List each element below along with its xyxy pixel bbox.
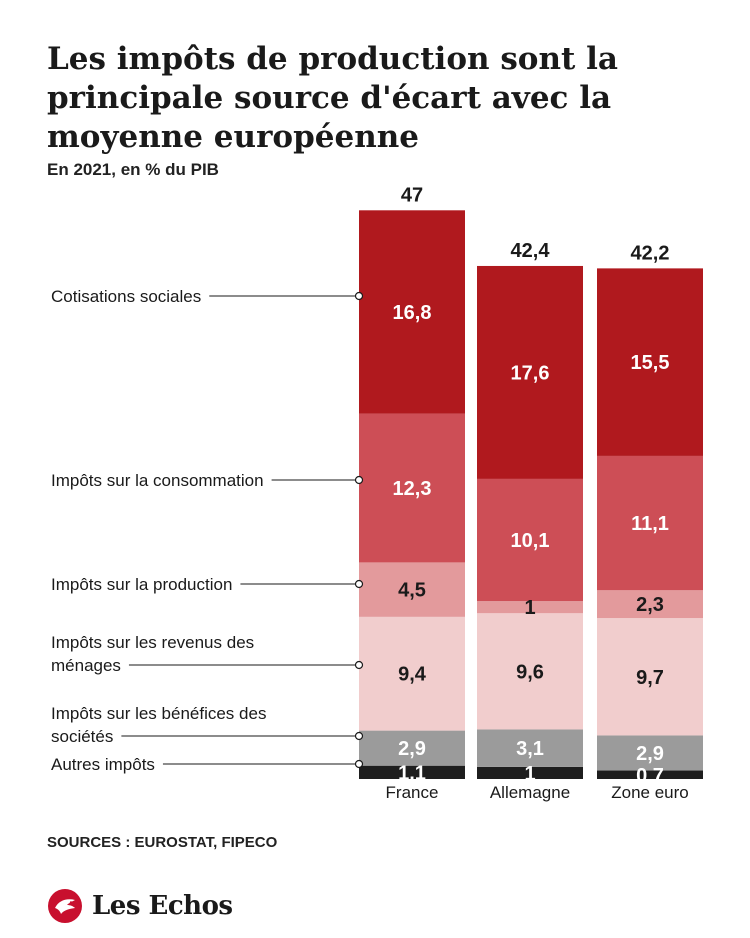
bar-segment-benefices	[597, 735, 703, 771]
leader-dot-consommation	[354, 475, 364, 485]
bar-segment-revenus	[359, 616, 465, 731]
bar-segment-production	[597, 590, 703, 619]
total-label: 42,2	[631, 242, 670, 264]
value-label-cotisations: 17,6	[511, 362, 550, 384]
brand-name: Les Echos	[92, 891, 233, 921]
chart-subtitle: En 2021, en % du PIB	[47, 160, 219, 179]
total-label: 42,4	[511, 240, 551, 262]
leader-dot-autres	[354, 759, 364, 769]
bar-segment-cotisations	[477, 265, 583, 479]
bar-segment-consommation	[597, 455, 703, 591]
value-label-autres: 1,1	[398, 762, 426, 784]
value-label-benefices: 3,1	[516, 738, 544, 760]
legend-label-consommation: Impôts sur la consommation	[51, 471, 264, 490]
chart-title: Les impôts de production sont la princip…	[47, 41, 618, 155]
category-label: France	[386, 783, 439, 802]
legend-label-cotisations: Cotisations sociales	[51, 287, 201, 306]
value-label-consommation: 10,1	[511, 530, 550, 552]
value-label-autres: 0,7	[636, 765, 664, 787]
category-label: Allemagne	[490, 783, 570, 802]
leader-dot-cotisations	[354, 291, 364, 301]
bar-segment-autres	[597, 770, 703, 779]
value-label-production: 2,3	[636, 594, 664, 616]
value-label-production: 1	[524, 597, 535, 619]
value-label-consommation: 12,3	[393, 478, 432, 500]
value-label-revenus: 9,7	[636, 667, 664, 689]
legend-label-autres: Autres impôts	[51, 755, 155, 774]
bar-segment-benefices	[477, 729, 583, 767]
bar-segment-benefices	[359, 730, 465, 766]
bar-segment-production	[359, 562, 465, 617]
value-label-cotisations: 16,8	[393, 302, 432, 324]
value-label-consommation: 11,1	[631, 513, 669, 535]
stacked-bar-chart: 1,12,99,44,512,316,847France13,19,6110,1…	[51, 184, 703, 802]
value-label-benefices: 2,9	[636, 743, 664, 765]
legend-label-line: Impôts sur les revenus des	[51, 633, 254, 652]
legend-label-line: Impôts sur la consommation	[51, 471, 264, 490]
legend-label-line: ménages	[51, 656, 121, 675]
bar-segment-cotisations	[359, 210, 465, 414]
legend-label-revenus: Impôts sur les revenus des ménages	[51, 633, 254, 675]
bar-segment-autres	[359, 765, 465, 779]
value-label-benefices: 2,9	[398, 738, 426, 760]
leader-dot-revenus	[354, 660, 364, 670]
brand-logo: Les Echos	[47, 888, 233, 924]
value-label-revenus: 9,4	[398, 664, 427, 686]
bar-segment-production	[477, 601, 583, 614]
value-label-production: 4,5	[398, 580, 426, 602]
bar-segment-autres	[477, 766, 583, 779]
value-label-revenus: 9,6	[516, 661, 544, 683]
bar-segment-cotisations	[597, 268, 703, 456]
legend-label-line: Impôts sur la production	[51, 575, 232, 594]
bar-segment-consommation	[477, 478, 583, 602]
bar-segment-revenus	[597, 618, 703, 736]
legend-label-line: Cotisations sociales	[51, 287, 201, 306]
category-label: Zone euro	[611, 783, 689, 802]
total-label: 47	[401, 184, 423, 206]
leader-dot-production	[354, 579, 364, 589]
value-label-autres: 1	[524, 763, 535, 785]
leader-dot-benefices	[354, 731, 364, 741]
les-echos-eagle-logo-icon	[48, 889, 82, 923]
bar-segment-revenus	[477, 613, 583, 730]
legend-label-line: sociétés	[51, 727, 113, 746]
value-label-cotisations: 15,5	[631, 352, 670, 374]
legend-label-line: Impôts sur les bénéfices des	[51, 704, 266, 723]
bar-segment-consommation	[359, 413, 465, 563]
legend-label-line: Autres impôts	[51, 755, 155, 774]
legend-label-production: Impôts sur la production	[51, 575, 232, 594]
legend-label-benefices: Impôts sur les bénéfices des sociétés	[51, 704, 266, 746]
source-note: SOURCES : EUROSTAT, FIPECO	[47, 834, 278, 851]
